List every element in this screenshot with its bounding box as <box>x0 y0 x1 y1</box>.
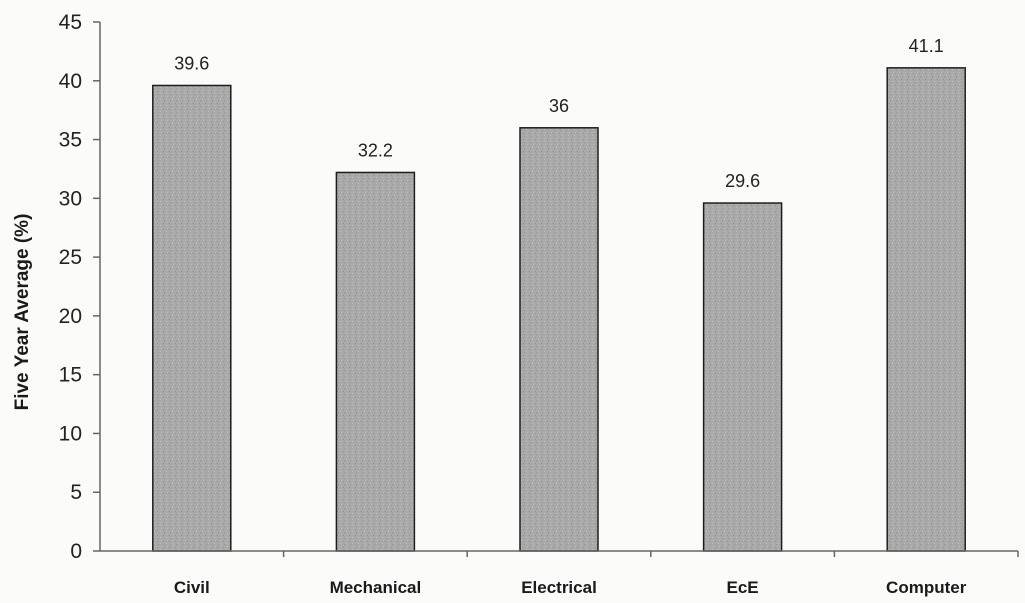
bar-mechanical <box>335 171 416 552</box>
x-tick-label: EcE <box>727 578 759 597</box>
y-tick-label: 0 <box>70 540 82 563</box>
data-label: 32.2 <box>358 140 393 160</box>
x-tick-label: Civil <box>174 578 210 597</box>
bar-civil <box>152 84 232 552</box>
y-tick-label: 5 <box>70 481 82 504</box>
bars-group: 39.6 32.2 36 29.6 41.1 <box>152 36 966 552</box>
y-tick-label: 25 <box>59 246 82 269</box>
data-label: 41.1 <box>909 36 944 56</box>
y-tick-label: 35 <box>59 129 82 152</box>
data-label: 29.6 <box>725 171 760 191</box>
y-tick-label: 10 <box>59 422 82 445</box>
data-label: 36 <box>549 96 569 116</box>
y-axis-title: Five Year Average (%) <box>12 214 33 411</box>
y-axis: 0 5 10 15 20 25 30 35 40 45 <box>59 11 101 563</box>
y-tick-label: 15 <box>59 364 82 387</box>
y-tick-label: 30 <box>59 187 82 210</box>
y-tick-label: 40 <box>59 70 82 93</box>
y-tick-label: 45 <box>59 11 82 34</box>
y-tick-label: 20 <box>59 305 82 328</box>
x-tick-label: Computer <box>886 578 967 597</box>
data-label: 39.6 <box>174 53 209 73</box>
x-tick-label: Electrical <box>521 578 597 597</box>
x-tick-label: Mechanical <box>330 578 422 597</box>
x-axis: Civil Mechanical Electrical EcE Computer <box>100 550 1019 597</box>
bar-electrical <box>519 127 599 552</box>
bar-ece <box>702 202 783 552</box>
bar-computer <box>886 67 966 552</box>
